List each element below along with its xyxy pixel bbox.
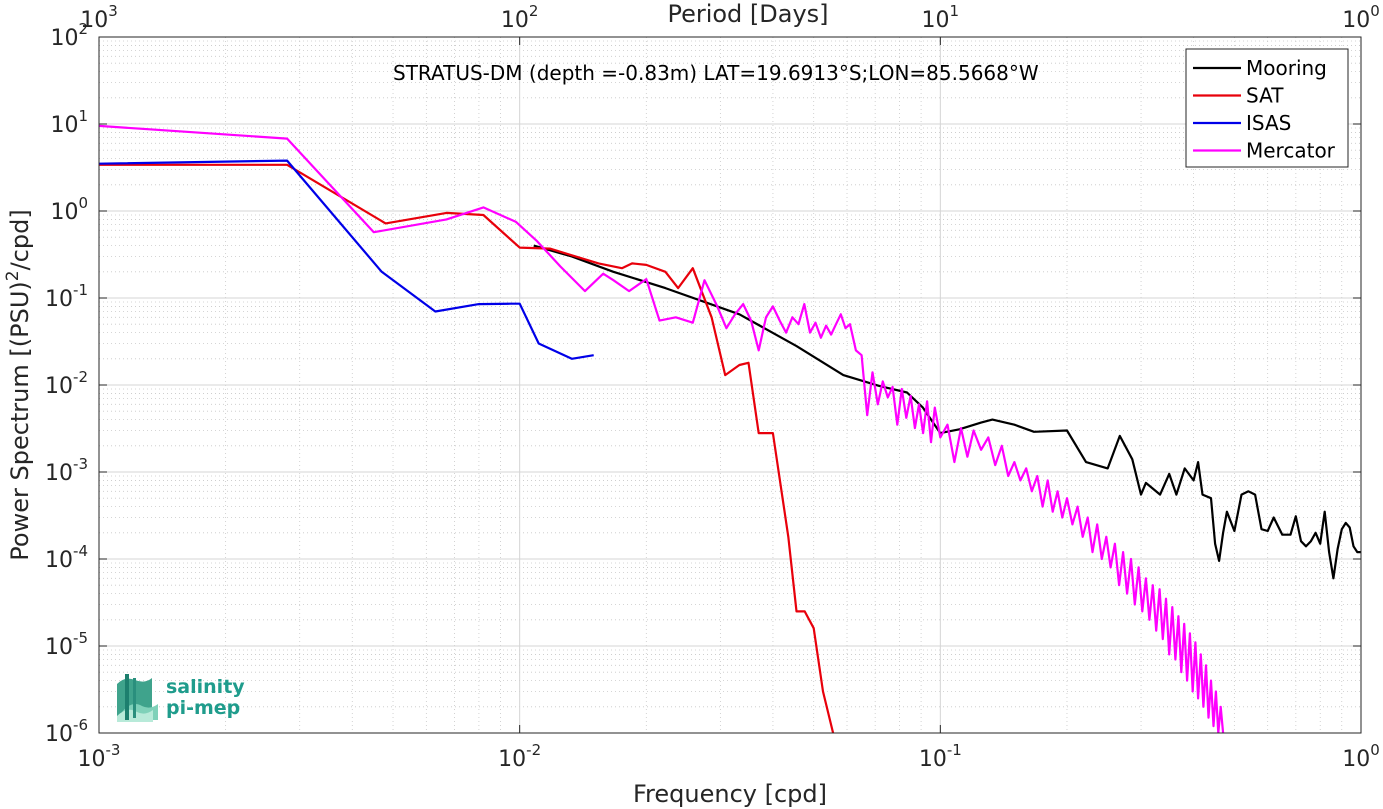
y-tick-label: 10-5 bbox=[45, 629, 88, 660]
y-tick-label: 101 bbox=[50, 107, 88, 138]
top-x-axis-label: Period [Days] bbox=[667, 0, 828, 28]
x-axis-label: Frequency [cpd] bbox=[633, 780, 827, 808]
y-tick-label: 10-4 bbox=[45, 542, 88, 573]
top-x-tick-label: 103 bbox=[80, 2, 118, 33]
legend-label-mooring: Mooring bbox=[1246, 56, 1327, 80]
x-tick-label: 10-3 bbox=[78, 741, 121, 772]
y-axis-label: Power Spectrum [(PSU)2/cpd] bbox=[3, 209, 34, 560]
station-annotation: STRATUS-DM (depth =-0.83m) LAT=19.6913°S… bbox=[393, 61, 1039, 85]
series-line-mooring bbox=[533, 244, 1361, 580]
legend-label-isas: ISAS bbox=[1246, 111, 1291, 135]
series-layer bbox=[99, 124, 1361, 733]
legend-label-mercator: Mercator bbox=[1246, 139, 1336, 163]
top-x-tick-label: 100 bbox=[1342, 2, 1380, 33]
legend-label-sat: SAT bbox=[1246, 84, 1284, 108]
y-tick-label: 10-1 bbox=[45, 281, 88, 312]
x-tick-label: 10-1 bbox=[919, 741, 962, 772]
salinity-pimep-logo: salinity pi-mep bbox=[117, 674, 245, 722]
logo-line-1: salinity bbox=[166, 676, 245, 698]
wave-icon bbox=[117, 674, 158, 722]
top-x-tick-label: 102 bbox=[501, 2, 539, 33]
plot-frame bbox=[98, 36, 1362, 734]
y-tick-label: 10-3 bbox=[45, 455, 88, 486]
x-tick-label: 10-2 bbox=[498, 741, 541, 772]
logo-line-2: pi-mep bbox=[166, 697, 240, 719]
series-line-mercator bbox=[99, 124, 1225, 733]
legend: Mooring SAT ISAS Mercator bbox=[1185, 48, 1349, 168]
top-x-tick-label: 101 bbox=[922, 2, 960, 33]
y-tick-label: 10-2 bbox=[45, 368, 88, 399]
series-line-sat bbox=[99, 163, 835, 733]
x-tick-label: 100 bbox=[1342, 741, 1380, 772]
series-line-isas bbox=[99, 159, 594, 360]
y-tick-label: 100 bbox=[50, 194, 88, 225]
y-tick-label: 10-6 bbox=[45, 716, 88, 747]
y-tick-label: 102 bbox=[50, 20, 88, 51]
